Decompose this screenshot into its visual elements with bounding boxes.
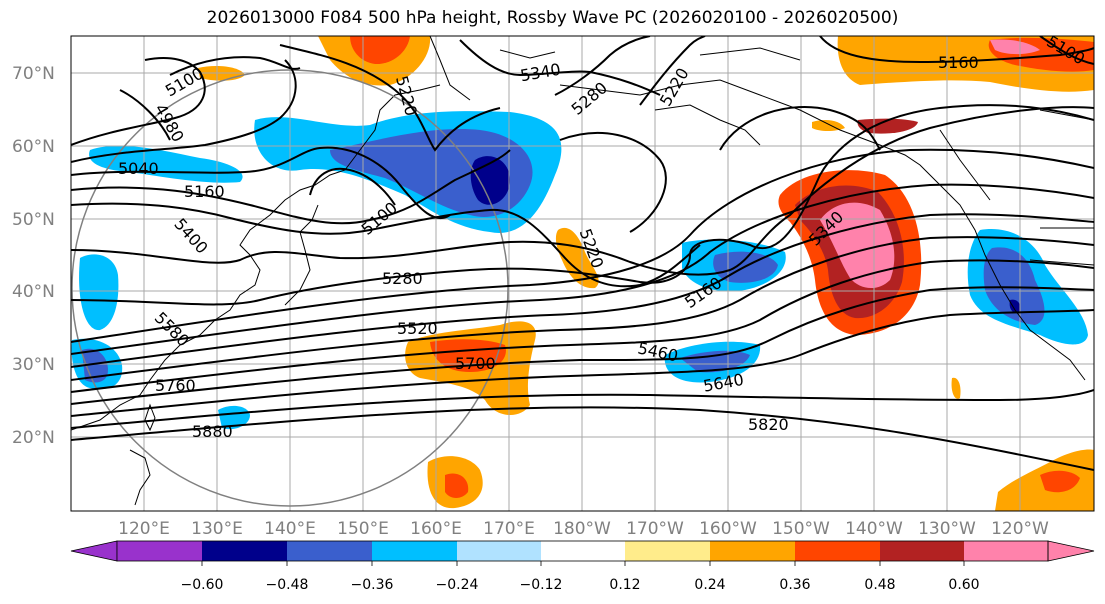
- negative-anomaly-region: [79, 254, 119, 331]
- graticule: [71, 36, 1094, 511]
- colorbar-segment: [287, 541, 372, 561]
- negative-anomaly-region: [218, 405, 250, 430]
- colorbar-tick-label: 0.12: [609, 577, 640, 593]
- positive-anomaly-region: [990, 39, 1040, 55]
- lat-label: 70°N: [12, 64, 55, 84]
- colorbar-segment: [710, 541, 795, 561]
- lon-label: 140°E: [264, 519, 316, 539]
- lat-label: 60°N: [12, 137, 55, 157]
- lon-label: 170°E: [483, 519, 535, 539]
- colorbar-segment: [795, 541, 880, 561]
- colorbar-segment: [457, 541, 541, 561]
- colorbar-segment: [117, 541, 202, 561]
- coastlines: [71, 36, 1094, 506]
- colorbar-segment: [541, 541, 625, 561]
- great-circle-outline: [71, 69, 509, 507]
- contour-label: 5160: [184, 182, 225, 201]
- positive-anomaly-region: [857, 118, 918, 134]
- positive-anomaly-region: [445, 473, 469, 498]
- lat-label: 20°N: [12, 428, 55, 448]
- negative-anomaly-region: [1009, 299, 1021, 313]
- colorbar-tick-label: 0.36: [779, 577, 810, 593]
- colorbar-frame: [116, 540, 1049, 562]
- lat-label: 50°N: [12, 210, 55, 230]
- lon-label: 150°E: [337, 519, 389, 539]
- lon-label: 130°E: [191, 519, 243, 539]
- contour-label: 5880: [192, 422, 233, 441]
- negative-anomaly-region: [82, 348, 108, 383]
- contour-label: 5760: [155, 376, 196, 395]
- lon-label: 150°W: [772, 519, 830, 539]
- colorbar-segment: [964, 541, 1048, 561]
- contour-label: 5700: [455, 354, 496, 373]
- colorbar-segment: [880, 541, 964, 561]
- contour-label: 5820: [748, 415, 789, 434]
- colorbar-extend-max: [1047, 540, 1095, 562]
- colorbar: −0.60 −0.48 −0.36 −0.24 −0.12 0.12 0.24 …: [70, 540, 1095, 593]
- contour-label: 5520: [397, 319, 438, 338]
- positive-anomaly-region: [1040, 470, 1080, 493]
- map-frame: [70, 35, 1095, 512]
- contour-label: 5040: [118, 159, 159, 178]
- latitude-labels: 70°N 60°N 50°N 40°N 30°N 20°N: [12, 64, 55, 448]
- negative-anomaly-region: [983, 247, 1045, 325]
- map-title: 2026013000 F084 500 hPa height, Rossby W…: [206, 8, 899, 28]
- lon-label: 180°W: [553, 519, 611, 539]
- positive-anomaly-region: [951, 377, 961, 399]
- lat-label: 30°N: [12, 355, 55, 375]
- colorbar-extend-min: [70, 540, 118, 562]
- contour-label: 5280: [382, 269, 423, 288]
- colorbar-tick-label: −0.36: [351, 577, 394, 593]
- lon-label: 130°W: [918, 519, 976, 539]
- lon-label: 170°W: [626, 519, 684, 539]
- colorbar-tick-label: 0.24: [694, 577, 725, 593]
- lat-label: 40°N: [12, 282, 55, 302]
- colorbar-tick-label: −0.12: [520, 577, 563, 593]
- colorbar-tick-label: 0.60: [948, 577, 979, 593]
- longitude-labels: 120°E 130°E 140°E 150°E 160°E 170°E 180°…: [118, 519, 1049, 539]
- lon-label: 140°W: [845, 519, 903, 539]
- positive-anomaly-region: [350, 36, 410, 65]
- colorbar-segment: [625, 541, 710, 561]
- lon-label: 120°W: [991, 519, 1049, 539]
- negative-anomaly-region: [680, 350, 750, 373]
- colorbar-tick-label: 0.48: [864, 577, 895, 593]
- colorbar-segment: [202, 541, 287, 561]
- colorbar-tick-label: −0.48: [266, 577, 309, 593]
- height-contours: [71, 36, 1094, 471]
- colorbar-tick-label: −0.24: [436, 577, 479, 593]
- lon-label: 120°E: [118, 519, 170, 539]
- contour-label: 5160: [938, 53, 979, 72]
- colorbar-segment: [372, 541, 457, 561]
- lon-label: 160°E: [410, 519, 462, 539]
- colorbar-tick-label: −0.60: [181, 577, 224, 593]
- shading-layer: [71, 36, 1094, 511]
- lon-label: 160°W: [699, 519, 757, 539]
